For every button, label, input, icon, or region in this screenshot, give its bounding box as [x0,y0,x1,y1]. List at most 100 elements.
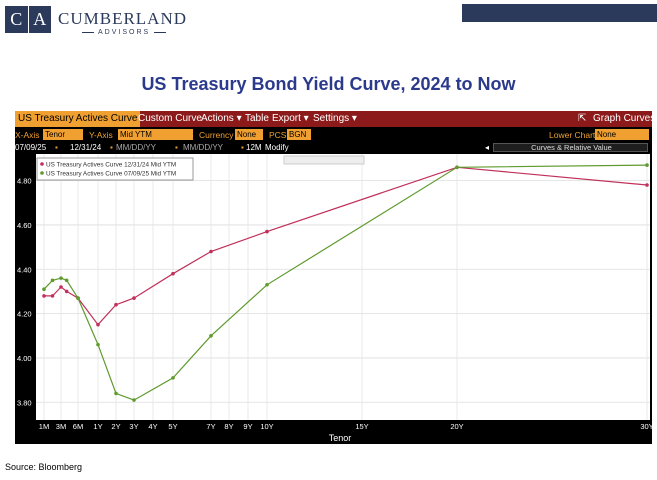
logo-letter-a: A [27,6,52,33]
range-button[interactable]: 12M [246,143,262,152]
legend-entry-12-31-24: US Treasury Actives Curve 12/31/24 Mid Y… [46,162,176,169]
bloomberg-terminal-panel: US Treasury Actives Curve Custom Curve A… [15,111,656,444]
data-point-1-4 [76,296,80,300]
data-point-0-3 [64,289,69,294]
brand-subtitle: ADVISORS [78,29,170,36]
menu-export[interactable]: Export ▾ [272,113,309,124]
data-point-0-12 [645,183,649,187]
data-point-1-6 [114,391,118,396]
source-note: Source: Bloomberg [5,462,83,472]
currency-select[interactable]: None [235,129,263,140]
data-point-1-8 [171,376,175,380]
y-tick-label: 3.80 [17,398,32,407]
data-point-0-0 [42,294,46,298]
lower-chart-label: Lower Chart [549,130,596,140]
lower-chart-select[interactable]: None [595,129,649,140]
calendar-icon[interactable]: ▪ [175,143,178,152]
data-point-0-8 [171,271,175,276]
x-tick-label: 1Y [93,422,102,431]
x-tick-label: 30Y [640,422,652,431]
y-tick-label: 4.40 [17,265,32,274]
y-axis-label: Y-Axis [89,130,113,140]
series-layer [42,163,649,402]
calendar-icon[interactable]: ▪ [110,143,113,152]
tab-custom-curve[interactable]: Custom Curve [138,113,202,124]
menu-settings[interactable]: Settings ▾ [313,113,357,124]
y-tick-label: 4.20 [17,310,32,319]
series-line-0 [44,166,648,326]
grid-lines [36,154,650,420]
menu-bar: US Treasury Actives Curve Custom Curve A… [15,111,656,127]
legend-marker-12-31-24 [40,162,44,166]
chevron-left-icon[interactable]: ◂ [485,143,490,152]
legend-marker-07-09-25 [40,171,44,175]
x-tick-label: 15Y [355,422,368,431]
menu-actions[interactable]: Actions ▾ [201,113,242,124]
data-point-0-9 [209,249,213,254]
data-point-0-1 [50,294,55,298]
x-tick-label: 5Y [168,422,177,431]
data-point-0-7 [132,296,136,300]
date-input-4[interactable]: MM/DD/YY [183,143,223,152]
x-tick-label: 3M [56,422,66,431]
x-tick-label: 3Y [129,422,138,431]
y-tick-label: 4.80 [17,177,32,186]
data-point-1-3 [64,278,69,283]
tab-us-treasury-actives-curve[interactable]: US Treasury Actives Curve [15,111,141,127]
x-tick-label: 8Y [224,422,233,431]
data-point-1-0 [42,287,46,292]
page-title: US Treasury Bond Yield Curve, 2024 to No… [141,74,516,94]
plot-area: US Treasury Actives Curve 12/31/24 Mid Y… [36,154,650,420]
data-point-0-2 [59,285,63,289]
x-tick-label: 6M [73,422,83,431]
x-tick-label: 2Y [111,422,120,431]
graph-curves-icon[interactable]: ⇱ [578,113,587,124]
graph-curves-button[interactable]: Graph Curves [593,113,656,124]
data-point-0-6 [114,302,118,307]
series-line-1 [43,164,648,401]
curves-relative-value-button[interactable]: Curves & Relative Value [493,143,648,152]
axis-controls: X-Axis Tenor Y-Axis Mid YTM Currency Non… [15,129,652,141]
logo-letter-c: C [10,9,23,29]
curve-date-2[interactable]: 12/31/24 [70,143,102,152]
calendar-icon[interactable]: ▪ [55,143,58,152]
legend-entry-07-09-25: US Treasury Actives Curve 07/09/25 Mid Y… [46,171,176,178]
pcs-field[interactable]: BGN [287,129,311,140]
data-point-1-10 [265,282,269,287]
data-point-0-5 [96,322,100,327]
data-point-1-2 [59,276,63,280]
yield-curve-chart: US Treasury Actives Curve 12/31/24 Mid Y… [36,154,650,420]
x-axis: 1M 3M 6M 1Y 2Y 3Y 4Y 5Y 7Y 8Y 9Y 10Y 15Y 20Y 30Y [39,422,652,431]
x-tick-label: 10Y [260,422,273,431]
logo: C A [5,6,51,33]
legend: US Treasury Actives Curve 12/31/24 Mid Y… [36,157,194,181]
brand-name: CUMBERLAND [58,9,188,28]
currency-label: Currency [199,130,234,140]
y-axis-select[interactable]: Mid YTM [118,129,193,140]
data-point-1-11 [455,165,459,170]
data-point-1-7 [132,398,136,402]
x-tick-label: 4Y [148,422,157,431]
x-tick-label: 9Y [243,422,252,431]
x-axis-label: X-Axis [15,130,40,140]
header-band [462,4,657,22]
y-axis: 3.80 4.00 4.20 4.40 4.60 4.80 [17,177,32,408]
y-tick-label: 4.60 [17,221,32,230]
data-point-1-5 [96,342,100,347]
y-tick-label: 4.00 [17,354,32,363]
modify-button[interactable]: Modify [265,143,289,152]
x-tick-label: 20Y [450,422,463,431]
x-tick-label: 1M [39,422,49,431]
data-point-1-12 [645,163,649,167]
x-axis-select[interactable]: Tenor [43,129,83,140]
x-axis-title: Tenor [329,433,352,443]
calendar-icon[interactable]: ▪ [241,143,244,152]
chart-toolbar[interactable] [283,155,365,165]
data-point-1-1 [50,278,55,283]
menu-table[interactable]: Table [245,113,269,124]
data-point-0-10 [265,229,269,234]
x-tick-label: 7Y [206,422,215,431]
pcs-label: PCS [269,130,287,140]
date-input-3[interactable]: MM/DD/YY [116,143,156,152]
curve-date-1[interactable]: 07/09/25 [15,143,47,152]
